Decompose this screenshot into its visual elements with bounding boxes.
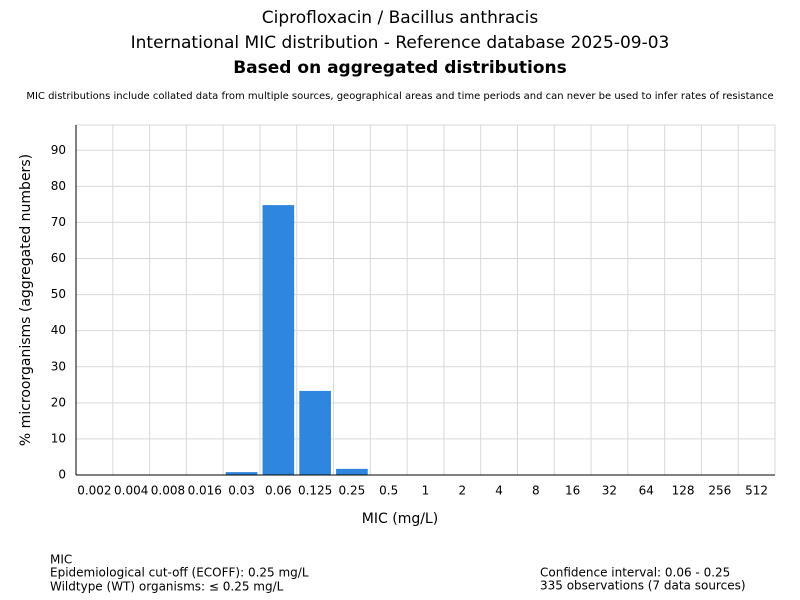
x-tick-label: 0.25	[339, 484, 366, 498]
x-axis-label: MIC (mg/L)	[362, 511, 438, 527]
footer-text: MIC	[50, 553, 72, 567]
x-tick-label: 2	[458, 484, 466, 498]
x-tick-label: 8	[532, 484, 540, 498]
x-tick-label: 0.03	[228, 484, 255, 498]
footer-text: Confidence interval: 0.06 - 0.25	[540, 566, 730, 580]
x-tick-label: 0.008	[151, 484, 185, 498]
chart-subtitle: International MIC distribution - Referen…	[131, 33, 670, 53]
y-tick-label: 70	[51, 215, 66, 229]
x-tick-label: 512	[745, 484, 768, 498]
y-tick-label: 30	[51, 359, 66, 373]
footer-text: 335 observations (7 data sources)	[540, 579, 746, 593]
x-tick-label: 1	[422, 484, 430, 498]
chart-title: Ciprofloxacin / Bacillus anthracis	[262, 8, 539, 28]
x-tick-label: 256	[708, 484, 731, 498]
x-tick-label: 16	[565, 484, 580, 498]
x-tick-label: 0.004	[114, 484, 148, 498]
bar	[225, 472, 258, 475]
x-tick-label: 0.5	[379, 484, 398, 498]
footer-text: Wildtype (WT) organisms: ≤ 0.25 mg/L	[50, 580, 284, 594]
chart-note: MIC distributions include collated data …	[26, 91, 773, 102]
y-tick-label: 90	[51, 143, 66, 157]
x-tick-label: 128	[672, 484, 695, 498]
y-axis-label: % microorganisms (aggregated numbers)	[18, 154, 34, 446]
x-tick-label: 4	[495, 484, 503, 498]
bar	[262, 205, 295, 475]
y-tick-label: 20	[51, 395, 66, 409]
x-tick-label: 64	[639, 484, 654, 498]
bar	[299, 390, 331, 475]
y-tick-label: 80	[51, 179, 66, 193]
x-tick-label: 0.002	[77, 484, 111, 498]
y-tick-label: 0	[58, 468, 66, 482]
y-tick-label: 40	[51, 323, 66, 337]
footer-text: Epidemiological cut-off (ECOFF): 0.25 mg…	[50, 566, 309, 580]
x-tick-label: 0.016	[188, 484, 222, 498]
chart-heading: Based on aggregated distributions	[233, 58, 567, 78]
bar	[336, 468, 368, 475]
y-tick-label: 50	[51, 287, 66, 301]
x-tick-label: 32	[602, 484, 617, 498]
y-tick-label: 10	[51, 431, 66, 445]
y-tick-label: 60	[51, 251, 66, 265]
x-tick-label: 0.125	[298, 484, 332, 498]
x-tick-label: 0.06	[265, 484, 292, 498]
